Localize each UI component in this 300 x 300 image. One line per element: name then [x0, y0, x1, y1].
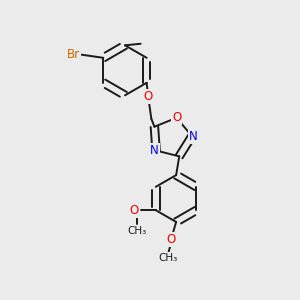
Text: N: N: [189, 130, 198, 142]
Text: O: O: [144, 90, 153, 104]
Text: Br: Br: [67, 48, 80, 61]
Text: O: O: [167, 232, 176, 246]
Text: O: O: [172, 111, 181, 124]
Text: CH₃: CH₃: [159, 253, 178, 263]
Text: N: N: [150, 144, 159, 157]
Text: O: O: [129, 204, 139, 217]
Text: CH₃: CH₃: [128, 226, 147, 236]
